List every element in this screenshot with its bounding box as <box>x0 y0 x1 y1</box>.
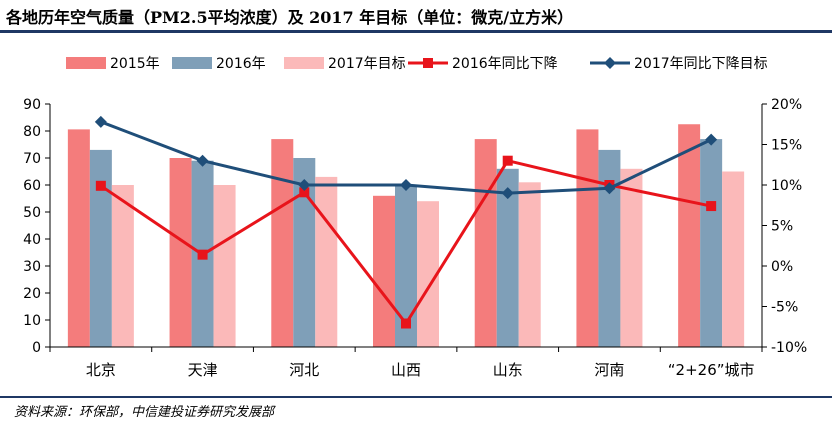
point-2016年同比下降 <box>706 201 717 212</box>
bar-2016年 <box>395 185 417 347</box>
bar-2016年 <box>700 139 723 347</box>
lines-group <box>94 115 718 329</box>
right-axis-tick-label: 15% <box>771 138 802 154</box>
x-axis-label: 天津 <box>188 361 218 379</box>
left-axis-tick-label: 0 <box>32 340 41 356</box>
bar-2016年 <box>293 158 316 347</box>
legend-swatch-2015年 <box>66 57 106 69</box>
point-2017年同比下降目标 <box>298 179 311 191</box>
chart-title: 各地历年空气质量（PM2.5平均浓度）及 2017 年目标（单位：微克/立方米） <box>6 8 574 27</box>
left-axis-tick-label: 30 <box>23 259 41 275</box>
bar-2015年 <box>678 124 701 347</box>
right-axis-tick-label: -5% <box>771 300 798 316</box>
point-2017年同比下降目标 <box>603 182 616 195</box>
bar-2015年 <box>169 158 192 347</box>
left-axis-tick-label: 90 <box>23 97 41 113</box>
left-axis-tick-label: 80 <box>23 124 41 140</box>
legend-label: 2015年 <box>110 56 160 72</box>
legend-label: 2016年同比下降 <box>452 56 558 72</box>
legend-label: 2016年 <box>216 56 266 72</box>
point-2016年同比下降 <box>299 187 310 198</box>
left-axis-tick-label: 60 <box>23 178 41 194</box>
source-divider <box>0 396 832 398</box>
legend-label: 2017年同比下降目标 <box>634 56 768 72</box>
bar-2016年 <box>89 149 112 347</box>
legend-swatch-2016年 <box>172 57 212 69</box>
right-axis-tick-label: 5% <box>771 219 793 235</box>
left-axis-tick-label: 20 <box>23 286 41 302</box>
left-axis-tick-label: 40 <box>23 232 41 248</box>
bar-2015年 <box>576 129 599 347</box>
bar-2017年目标 <box>213 185 236 347</box>
point-2017年同比下降目标 <box>400 179 412 191</box>
left-axis-tick-label: 10 <box>23 313 41 329</box>
x-axis-label: 北京 <box>86 361 116 379</box>
right-axis-tick-label: 20% <box>771 97 802 113</box>
chart-canvas: 2015年 2016年 2017年目标 2016年同比下降 2017年同比下降目标 0 1… <box>23 56 807 379</box>
bar-2016年 <box>496 168 519 347</box>
x-axis-label: “2+26”城市 <box>668 361 755 379</box>
bar-2017年目标 <box>315 176 338 347</box>
title-divider <box>0 30 832 33</box>
right-axis: -10% -5% 0% 5% 10% 15% 20% <box>761 97 807 356</box>
point-2017年同比下降目标 <box>196 154 209 167</box>
bar-2015年 <box>271 139 294 347</box>
x-axis-label: 河北 <box>289 361 319 379</box>
bar-2016年 <box>598 149 621 347</box>
point-2017年同比下降目标 <box>501 187 514 200</box>
point-2016年同比下降 <box>95 180 106 191</box>
x-axis-label: 河南 <box>594 361 624 379</box>
left-axis-tick-label: 50 <box>23 205 41 221</box>
legend-marker-2016年同比下降 <box>423 58 433 68</box>
bar-2017年目标 <box>620 168 643 347</box>
right-axis-tick-label: 10% <box>771 178 802 194</box>
point-2016年同比下降 <box>502 155 513 166</box>
bar-2017年目标 <box>722 171 745 347</box>
point-2016年同比下降 <box>401 318 411 329</box>
right-axis-tick-label: -10% <box>771 340 807 356</box>
legend-marker-2017年同比下降目标 <box>604 57 616 69</box>
bars-group <box>67 124 745 347</box>
bar-2017年目标 <box>417 201 439 347</box>
point-2016年同比下降 <box>197 249 208 260</box>
bar-2015年 <box>67 129 90 347</box>
source-note: 资料来源：环保部，中信建投证券研究发展部 <box>14 405 275 420</box>
x-axis: 北京 天津 河北 山西 山东 河南 “2+26”城市 <box>49 346 763 379</box>
bar-2015年 <box>373 195 395 347</box>
point-2017年同比下降目标 <box>705 133 718 146</box>
point-2017年同比下降目标 <box>94 115 107 128</box>
right-axis-tick-label: 0% <box>771 259 793 275</box>
legend-label: 2017年目标 <box>328 56 406 72</box>
bar-2017年目标 <box>111 185 134 347</box>
legend-swatch-2017年目标 <box>284 57 324 69</box>
bar-2015年 <box>474 139 497 347</box>
x-axis-label: 山东 <box>493 361 523 379</box>
left-axis-tick-label: 70 <box>23 151 41 167</box>
bar-2017年目标 <box>518 182 541 347</box>
x-axis-label: 山西 <box>391 361 421 379</box>
left-axis: 0 10 20 30 40 50 60 70 80 90 <box>23 97 51 356</box>
legend: 2015年 2016年 2017年目标 2016年同比下降 2017年同比下降目标 <box>66 56 768 72</box>
